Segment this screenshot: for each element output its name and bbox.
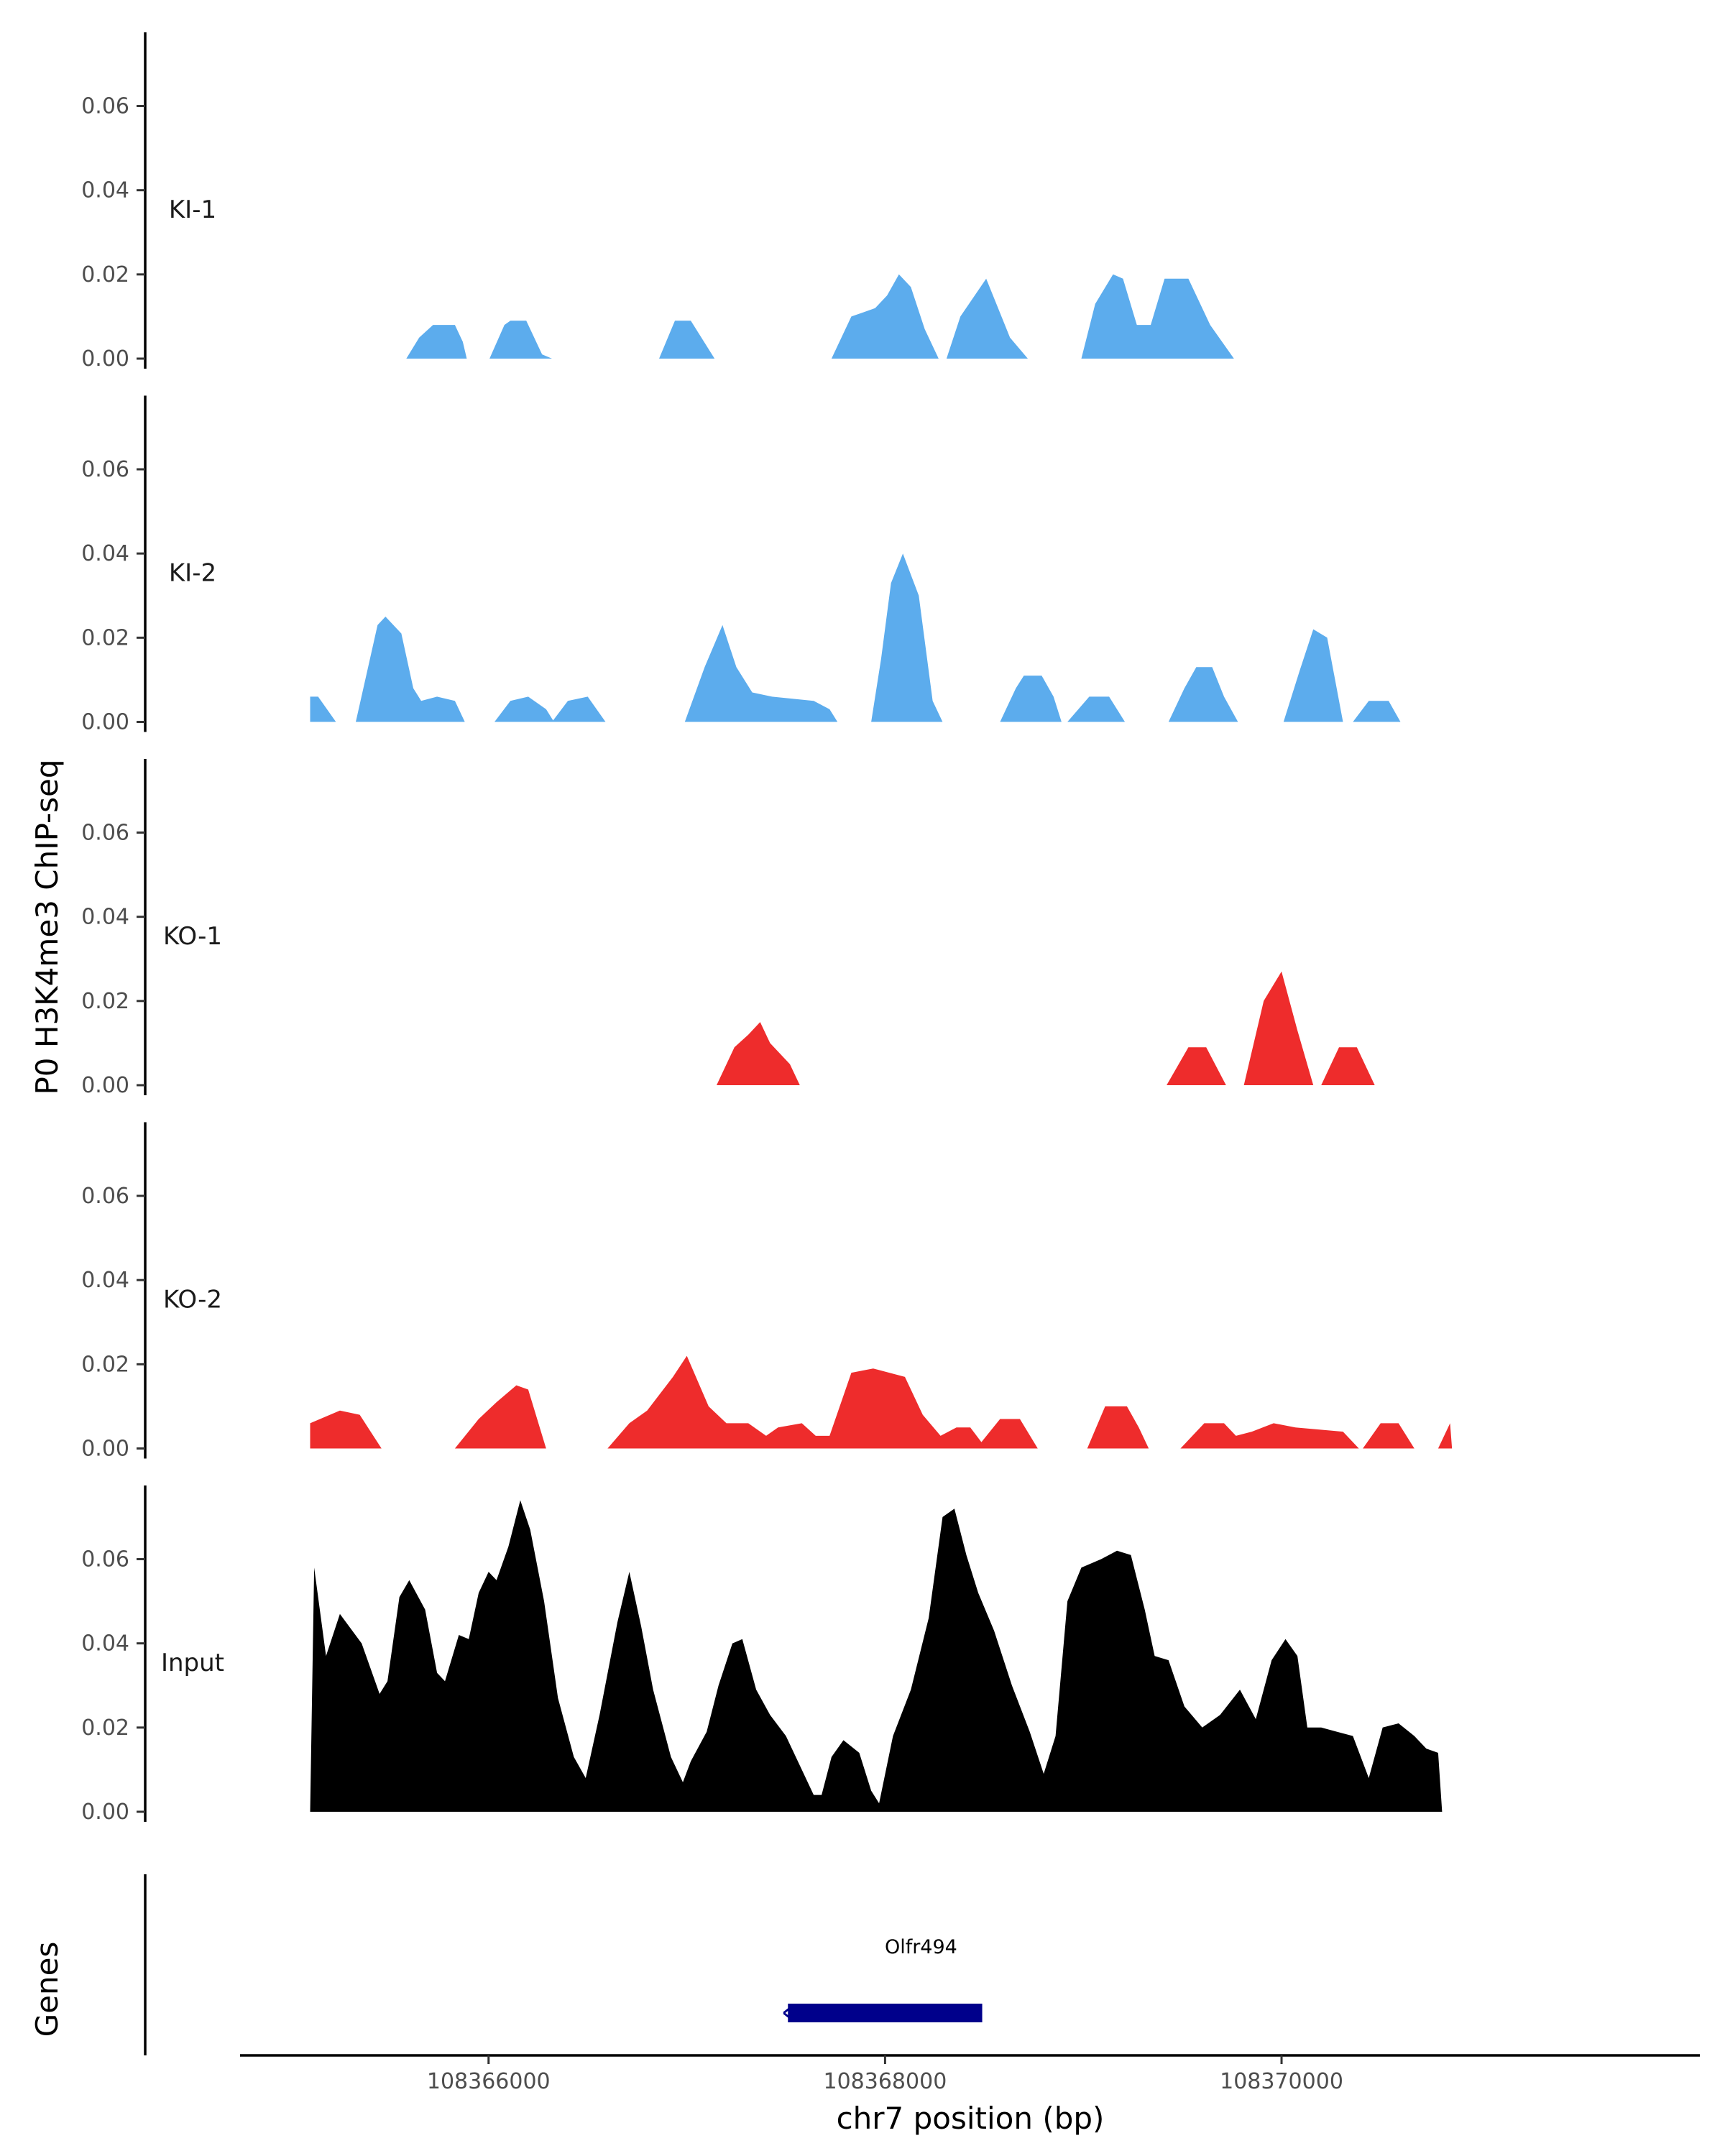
y-tick-label: 0.02 <box>81 262 129 287</box>
signal-area <box>1000 676 1062 722</box>
y-axis-title: P0 H3K4me3 ChIP-seq <box>29 759 65 1095</box>
signal-area <box>356 617 465 722</box>
signal-area <box>1167 1047 1226 1085</box>
track-ki-1: 0.00 0.02 0.04 0.06 KI-1 <box>81 32 1234 372</box>
signal-area <box>717 1022 800 1085</box>
gene-strand-arrow <box>783 2007 982 2019</box>
y-tick-label: 0.06 <box>81 457 129 482</box>
y-tick-label: 0.04 <box>81 178 129 203</box>
y-tick-label: 0.02 <box>81 625 129 650</box>
track-ko-1: 0.00 0.02 0.04 0.06 KO-1 <box>81 759 1375 1098</box>
signal-area <box>946 278 1028 359</box>
signal-area <box>552 696 606 722</box>
signal-area <box>871 553 943 722</box>
y-tick-label: 0.00 <box>81 346 129 372</box>
gene-body <box>788 2004 983 2022</box>
signal-area <box>684 625 838 722</box>
y-tick-label: 0.02 <box>81 1352 129 1377</box>
y-tick-label: 0.06 <box>81 1547 129 1572</box>
y-tick-label: 0.04 <box>81 905 129 930</box>
x-tick-label: 108370000 <box>1220 2069 1343 2094</box>
signal-area <box>976 1419 1038 1449</box>
y-tick-label: 0.06 <box>81 94 129 119</box>
signal-area <box>494 696 554 722</box>
signal-area <box>659 321 715 359</box>
genes-axis-title: Genes <box>29 1942 65 2037</box>
y-tick-label: 0.00 <box>81 710 129 735</box>
signal-area <box>489 321 552 359</box>
signal-area <box>1067 696 1126 722</box>
signal-area <box>1081 274 1234 359</box>
signal-area <box>310 1500 1443 1812</box>
y-tick-label: 0.06 <box>81 821 129 846</box>
signal-area <box>310 696 336 722</box>
track-panels: 0.00 0.02 0.04 0.06 KI-1 0.00 0.02 0.04 0.06 KI-2… <box>81 32 1453 1825</box>
y-tick-label: 0.00 <box>81 1073 129 1098</box>
x-axis: 108366000 108368000 108370000 <box>240 2054 1700 2094</box>
signal-area <box>406 325 467 359</box>
signal-area <box>1180 1423 1359 1449</box>
track-label: KI-1 <box>169 195 216 224</box>
gene-panel: Olfr494 <box>144 1874 983 2055</box>
track-label: Input <box>161 1649 224 1677</box>
track-input: 0.00 0.02 0.04 0.06 Input <box>81 1485 1443 1825</box>
y-tick-label: 0.04 <box>81 1268 129 1293</box>
track-label: KO-1 <box>163 922 222 951</box>
signal-area <box>1438 1423 1453 1449</box>
y-tick-label: 0.04 <box>81 1631 129 1657</box>
x-axis-title: chr7 position (bp) <box>837 2101 1105 2136</box>
gene-label: Olfr494 <box>885 1936 957 1958</box>
signal-area <box>310 1410 382 1449</box>
y-tick-label: 0.02 <box>81 1715 129 1741</box>
track-ki-2: 0.00 0.02 0.04 0.06 KI-2 <box>81 395 1401 735</box>
track-ko-2: 0.00 0.02 0.04 0.06 KO-2 <box>81 1122 1453 1462</box>
y-tick-label: 0.04 <box>81 541 129 566</box>
signal-area <box>1363 1423 1414 1449</box>
signal-area <box>1243 971 1314 1085</box>
track-label: KO-2 <box>163 1286 222 1314</box>
signal-area <box>607 1355 987 1449</box>
signal-area <box>1168 667 1238 722</box>
y-tick-label: 0.02 <box>81 989 129 1014</box>
signal-area <box>1321 1047 1375 1085</box>
track-label: KI-2 <box>169 559 216 588</box>
y-tick-label: 0.06 <box>81 1184 129 1209</box>
signal-area <box>454 1385 546 1449</box>
x-tick-label: 108368000 <box>824 2069 947 2094</box>
signal-area <box>831 274 939 359</box>
signal-area <box>1087 1406 1149 1449</box>
y-tick-label: 0.00 <box>81 1437 129 1462</box>
signal-area <box>1353 701 1401 722</box>
signal-area <box>1283 629 1343 722</box>
y-tick-label: 0.00 <box>81 1800 129 1825</box>
x-tick-label: 108366000 <box>427 2069 551 2094</box>
